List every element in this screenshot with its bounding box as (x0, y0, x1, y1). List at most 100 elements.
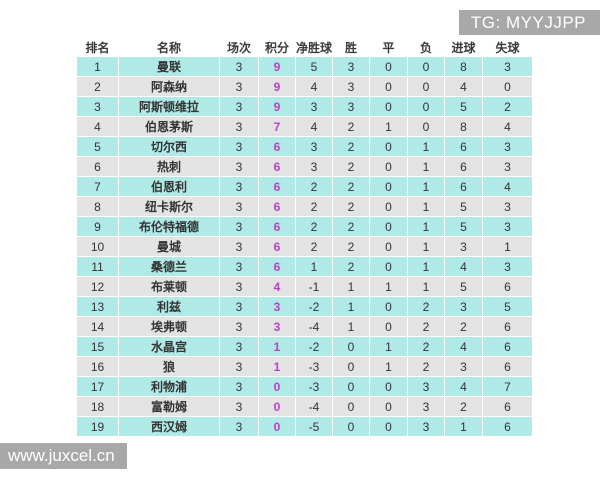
col-header-won: 胜 (332, 38, 370, 57)
cell-ga: 0 (482, 76, 533, 97)
cell-drawn: 0 (369, 96, 408, 117)
cell-won: 2 (332, 236, 370, 257)
cell-name: 热刺 (118, 156, 220, 177)
cell-lost: 0 (407, 96, 445, 117)
cell-points: 1 (258, 336, 296, 357)
cell-rank: 8 (76, 196, 119, 217)
cell-rank: 11 (76, 256, 119, 277)
cell-name: 桑德兰 (118, 256, 220, 277)
cell-rank: 5 (76, 136, 119, 157)
table-row[interactable]: 5 切尔西 3 6 3 2 0 1 6 3 (76, 136, 533, 157)
cell-played: 3 (219, 236, 259, 257)
cell-name: 阿斯顿维拉 (118, 96, 220, 117)
cell-drawn: 1 (369, 356, 408, 377)
table-row[interactable]: 12 布莱顿 3 4 -1 1 1 1 5 6 (76, 276, 533, 297)
cell-played: 3 (219, 56, 259, 77)
cell-rank: 12 (76, 276, 119, 297)
table-row[interactable]: 7 伯恩利 3 6 2 2 0 1 6 4 (76, 176, 533, 197)
table-row[interactable]: 8 纽卡斯尔 3 6 2 2 0 1 5 3 (76, 196, 533, 217)
cell-won: 0 (332, 376, 370, 397)
table-row[interactable]: 13 利兹 3 3 -2 1 0 2 3 5 (76, 296, 533, 317)
cell-played: 3 (219, 116, 259, 137)
cell-points: 7 (258, 116, 296, 137)
cell-gf: 5 (444, 196, 483, 217)
cell-gd: 3 (295, 156, 333, 177)
cell-points: 9 (258, 96, 296, 117)
cell-rank: 13 (76, 296, 119, 317)
table-row[interactable]: 17 利物浦 3 0 -3 0 0 3 4 7 (76, 376, 533, 397)
table-row[interactable]: 2 阿森纳 3 9 4 3 0 0 4 0 (76, 76, 533, 97)
cell-ga: 1 (482, 236, 533, 257)
cell-points: 1 (258, 356, 296, 377)
cell-played: 3 (219, 336, 259, 357)
tg-contact-badge: TG: MYYJJPP (458, 10, 600, 35)
table-row[interactable]: 19 西汉姆 3 0 -5 0 0 3 1 6 (76, 416, 533, 437)
cell-gf: 3 (444, 356, 483, 377)
league-table: 排名 名称 场次 积分 净胜球 胜 平 负 进球 失球 1 曼联 3 9 5 3 0 0 8 3 2… (76, 38, 533, 437)
col-header-points: 积分 (258, 38, 296, 57)
cell-lost: 1 (407, 156, 445, 177)
cell-points: 4 (258, 276, 296, 297)
cell-points: 6 (258, 236, 296, 257)
cell-gd: 3 (295, 96, 333, 117)
table-row[interactable]: 14 埃弗顿 3 3 -4 1 0 2 2 6 (76, 316, 533, 337)
table-row[interactable]: 1 曼联 3 9 5 3 0 0 8 3 (76, 56, 533, 77)
table-row[interactable]: 18 富勒姆 3 0 -4 0 0 3 2 6 (76, 396, 533, 417)
cell-ga: 6 (482, 336, 533, 357)
cell-rank: 17 (76, 376, 119, 397)
cell-rank: 10 (76, 236, 119, 257)
cell-gf: 4 (444, 76, 483, 97)
cell-gd: 3 (295, 136, 333, 157)
cell-won: 2 (332, 136, 370, 157)
cell-gf: 8 (444, 56, 483, 77)
table-row[interactable]: 15 水晶宫 3 1 -2 0 1 2 4 6 (76, 336, 533, 357)
cell-gd: 2 (295, 196, 333, 217)
table-row[interactable]: 10 曼城 3 6 2 2 0 1 3 1 (76, 236, 533, 257)
cell-drawn: 0 (369, 76, 408, 97)
cell-won: 0 (332, 356, 370, 377)
table-row[interactable]: 16 狼 3 1 -3 0 1 2 3 6 (76, 356, 533, 377)
cell-rank: 16 (76, 356, 119, 377)
cell-name: 布莱顿 (118, 276, 220, 297)
col-header-lost: 负 (407, 38, 445, 57)
cell-gd: 4 (295, 116, 333, 137)
cell-drawn: 0 (369, 296, 408, 317)
cell-points: 9 (258, 56, 296, 77)
cell-rank: 6 (76, 156, 119, 177)
cell-gf: 5 (444, 216, 483, 237)
cell-gf: 1 (444, 416, 483, 437)
table-row[interactable]: 4 伯恩茅斯 3 7 4 2 1 0 8 4 (76, 116, 533, 137)
cell-played: 3 (219, 76, 259, 97)
cell-drawn: 1 (369, 336, 408, 357)
table-row[interactable]: 9 布伦特福德 3 6 2 2 0 1 5 3 (76, 216, 533, 237)
cell-won: 2 (332, 156, 370, 177)
cell-ga: 6 (482, 356, 533, 377)
cell-name: 利兹 (118, 296, 220, 317)
cell-won: 1 (332, 276, 370, 297)
cell-lost: 1 (407, 276, 445, 297)
cell-ga: 6 (482, 416, 533, 437)
cell-played: 3 (219, 176, 259, 197)
cell-rank: 9 (76, 216, 119, 237)
cell-drawn: 0 (369, 376, 408, 397)
league-table-container: 排名 名称 场次 积分 净胜球 胜 平 负 进球 失球 1 曼联 3 9 5 3 0 0 8 3 2… (76, 38, 533, 437)
cell-gd: 4 (295, 76, 333, 97)
table-row[interactable]: 11 桑德兰 3 6 1 2 0 1 4 3 (76, 256, 533, 277)
cell-lost: 1 (407, 196, 445, 217)
table-row[interactable]: 6 热刺 3 6 3 2 0 1 6 3 (76, 156, 533, 177)
cell-ga: 4 (482, 176, 533, 197)
cell-gd: -5 (295, 416, 333, 437)
cell-played: 3 (219, 316, 259, 337)
cell-rank: 19 (76, 416, 119, 437)
cell-won: 2 (332, 256, 370, 277)
cell-gd: -2 (295, 336, 333, 357)
cell-played: 3 (219, 356, 259, 377)
cell-name: 阿森纳 (118, 76, 220, 97)
cell-drawn: 0 (369, 156, 408, 177)
table-row[interactable]: 3 阿斯顿维拉 3 9 3 3 0 0 5 2 (76, 96, 533, 117)
col-header-played: 场次 (219, 38, 259, 57)
cell-name: 伯恩利 (118, 176, 220, 197)
cell-gf: 6 (444, 136, 483, 157)
header-row: 排名 名称 场次 积分 净胜球 胜 平 负 进球 失球 (76, 38, 533, 57)
cell-ga: 3 (482, 56, 533, 77)
